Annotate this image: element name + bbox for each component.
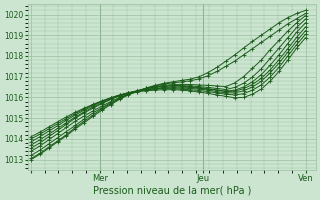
X-axis label: Pression niveau de la mer( hPa ): Pression niveau de la mer( hPa ) (92, 186, 251, 196)
